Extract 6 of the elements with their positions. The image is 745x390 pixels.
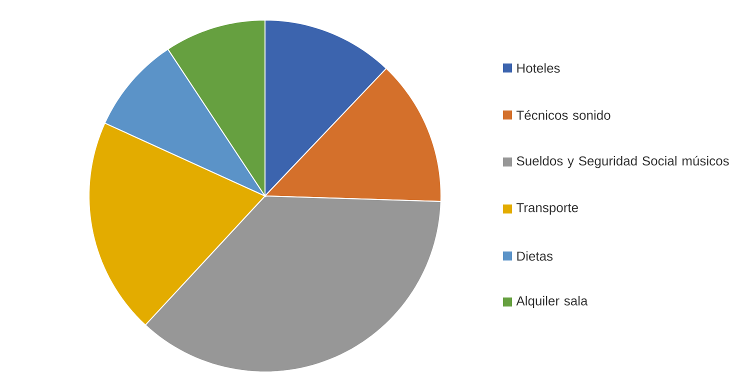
legend-label: Sueldos y Seguridad Social músicos [516,156,729,168]
legend-label: Técnicos sonido [516,110,610,120]
legend-label: Dietas [517,251,553,261]
legend-label: Alquiler sala [516,296,588,308]
legend-label: Transporte [516,203,578,215]
legend-label: Hoteles [517,63,560,73]
